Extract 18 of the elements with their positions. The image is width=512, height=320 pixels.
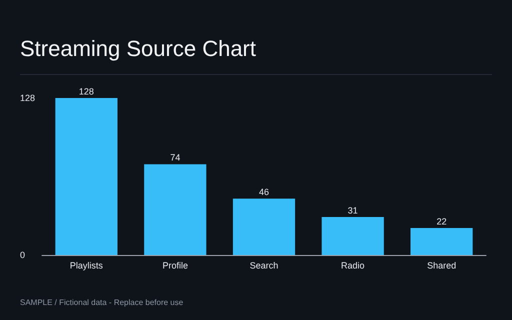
bar xyxy=(55,98,118,255)
bar xyxy=(144,164,206,255)
x-tick-label: Profile xyxy=(162,260,188,270)
bar xyxy=(322,216,384,255)
chart-title: Streaming Source Chart xyxy=(20,36,256,62)
x-tick-label: Playlists xyxy=(70,260,104,270)
text: SAMPLE / Fictional data - Replace before use xyxy=(20,298,184,307)
data-label: 31 xyxy=(348,205,358,216)
x-tick-label: Shared xyxy=(427,260,456,270)
bar xyxy=(232,198,296,255)
data-label: 74 xyxy=(170,152,180,163)
data-label: 22 xyxy=(436,216,447,227)
bar xyxy=(410,228,473,255)
x-tick-label: Radio xyxy=(341,260,365,270)
x-tick-label: Search xyxy=(250,260,278,270)
data-label: 128 xyxy=(78,86,94,96)
y-tick-label: 0 xyxy=(20,250,26,260)
data-label: 46 xyxy=(258,187,270,198)
